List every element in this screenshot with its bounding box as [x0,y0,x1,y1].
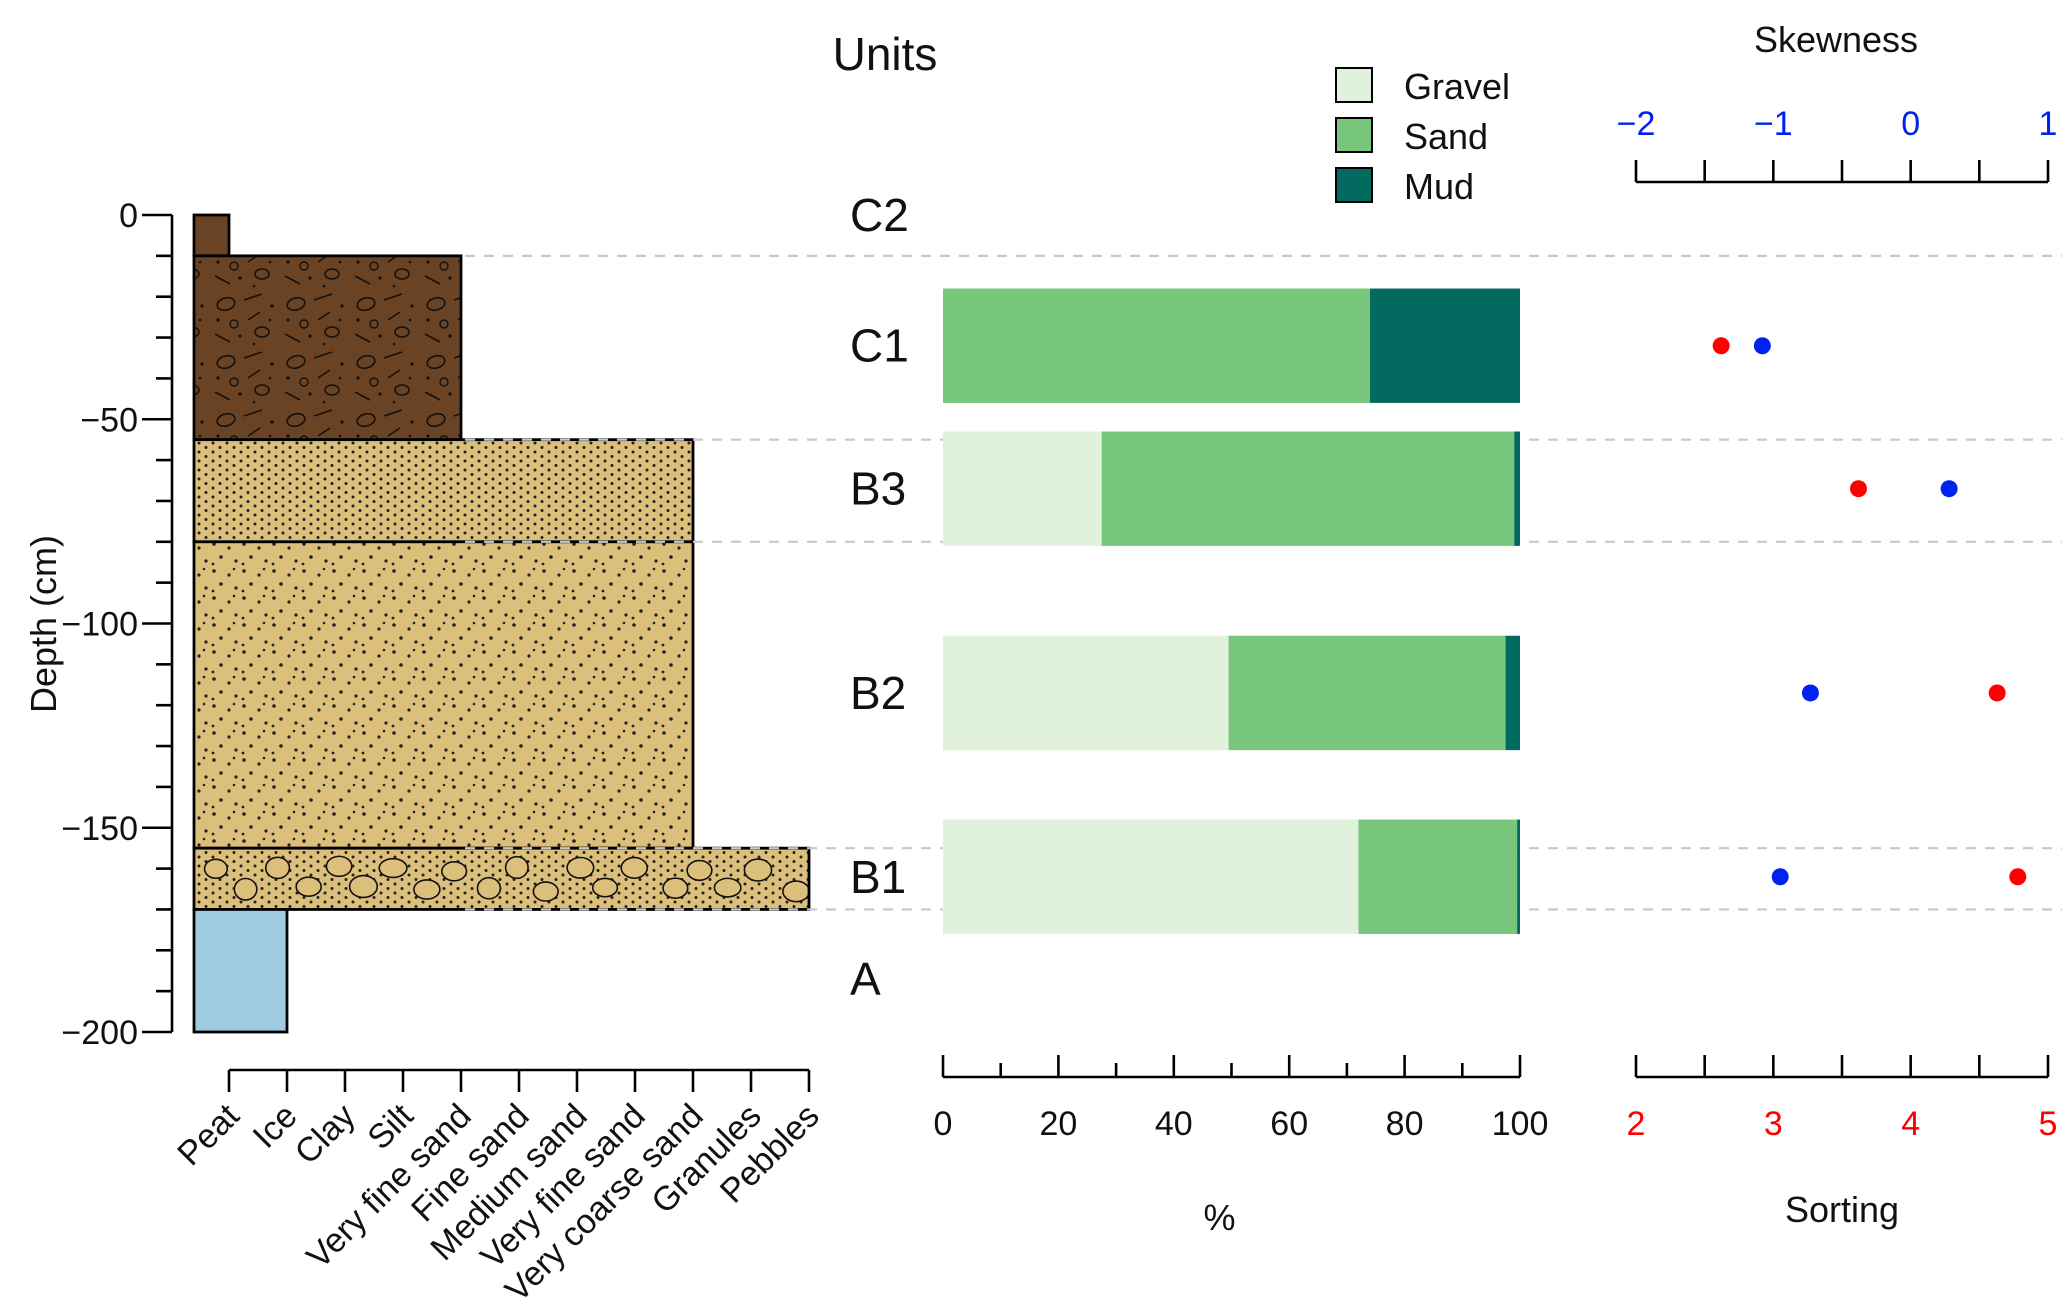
lithology-layer-texture [194,439,693,542]
lithology-layer-texture [194,541,693,849]
lithology-layer-peat [194,215,229,256]
bar-gravel-b1 [943,819,1359,934]
legend-swatch-sand [1335,117,1373,153]
depth-tick-label: −50 [80,401,138,439]
unit-label-b1: B1 [850,851,906,903]
skewness-tick-label: −2 [1617,105,1656,143]
unit-label-b3: B3 [850,463,906,515]
sorting-skewness-panel: 2 3 4 5 Sorting −2 −1 0 1 Skewness [1617,19,2058,1230]
sorting-tick-label: 2 [1627,1105,1646,1143]
sorting-point [2009,868,2027,886]
pebble-clast [686,859,713,882]
percent-tick-label: 80 [1386,1105,1424,1143]
bar-sand-b1 [1358,819,1518,934]
depth-tick-label: −200 [61,1014,138,1052]
percent-tick-label: 60 [1270,1105,1308,1143]
legend-swatch-mud [1335,167,1373,203]
bar-mud-b1 [1517,819,1520,934]
pebble-clast [782,880,811,903]
legend-swatch-gravel [1335,67,1373,103]
sorting-point [1988,684,2006,702]
unit-label-a: A [850,953,881,1005]
sorting-tick-label: 3 [1764,1105,1783,1143]
sorting-tick-label: 4 [1901,1105,1920,1143]
pebble-clast [203,858,229,880]
bar-sand-b3 [1101,431,1515,546]
pebble-clast [476,876,502,900]
pebble-clast [620,856,649,879]
unit-label-b2: B2 [850,667,906,719]
skewness-tick-label: 1 [2039,105,2058,143]
skewness-axis-title: Skewness [1754,19,1918,60]
pebble-clast [378,857,408,879]
pebble-clast [713,877,742,898]
skewness-point [1940,480,1958,498]
lithology-layer-texture [194,848,809,910]
unit-label-c1: C1 [850,320,909,372]
unit-label-c2: C2 [850,189,909,241]
skewness-tick-label: −1 [1754,105,1793,143]
pebble-clast [233,877,258,901]
percent-tick-label: 20 [1039,1105,1077,1143]
depth-tick-label: −100 [61,606,138,644]
percent-tick-label: 100 [1492,1105,1549,1143]
percent-tick-label: 40 [1155,1105,1193,1143]
grain-size-label: Peat [170,1096,247,1173]
depth-tick-label: 0 [119,197,138,235]
pebble-clast [566,856,595,879]
depth-tick-label: −150 [61,810,138,848]
bar-gravel-b3 [943,431,1102,546]
legend-label-gravel: Gravel [1404,66,1510,107]
pebble-clast [591,877,619,898]
skewness-point [1801,684,1819,702]
bar-gravel-b2 [943,635,1229,751]
grain-size-label: Clay [288,1097,363,1172]
pebble-clast [743,858,773,882]
lithology-layer-outline [192,846,811,911]
pebble-clast [441,861,468,882]
bar-sand-c1 [943,288,1370,403]
bar-mud-c1 [1369,288,1520,403]
sorting-axis-title: Sorting [1785,1189,1899,1230]
pebble-clast [662,877,689,899]
skewness-tick-label: 0 [1901,105,1920,143]
units-title: Units [833,28,938,80]
lithology-layer-texture [194,255,461,440]
percent-axis-title: % [1203,1197,1235,1238]
lithology-layer-outline [192,908,289,1034]
percent-tick-label: 0 [934,1105,953,1143]
pebble-clast [325,855,353,878]
pebble-clast [413,879,441,900]
lithology-layer-none [194,909,287,1032]
skewness-point [1753,337,1771,355]
sorting-point [1849,480,1867,498]
bar-mud-b2 [1505,635,1520,751]
bar-mud-b3 [1514,431,1520,546]
pebble-clast [532,881,559,902]
skewness-point [1771,868,1789,886]
bar-sand-b2 [1228,635,1506,751]
depth-axis-title: Depth (cm) [23,535,64,713]
pebble-clast [295,876,322,897]
pebble-clast [264,856,291,880]
legend-label-mud: Mud [1404,166,1474,207]
sorting-point [1712,337,1730,355]
pebble-clast [348,874,379,899]
pebble-clast [504,855,529,880]
legend-label-sand: Sand [1404,116,1488,157]
sorting-tick-label: 5 [2039,1105,2058,1143]
